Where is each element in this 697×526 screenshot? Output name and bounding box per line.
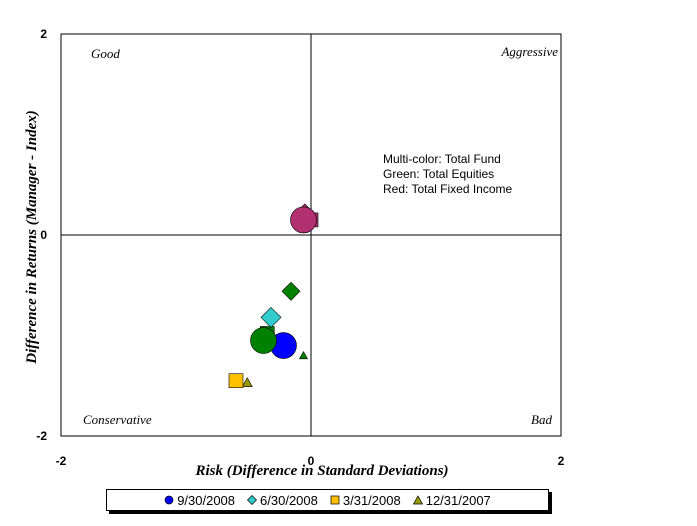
data-point-diamond-total-equities: [281, 281, 301, 301]
data-point-circle-total-fixed-income: [290, 206, 317, 234]
legend-item-square: 3/31/2008: [330, 493, 401, 508]
annotation-line-total-equities: Green: Total Equities: [383, 167, 494, 181]
data-point-triangle-total-fund: [241, 377, 253, 388]
data-point-square-total-fund: [228, 373, 244, 389]
legend-item-triangle: 12/31/2007: [412, 492, 491, 508]
legend-label: 6/30/2008: [260, 492, 318, 508]
square-marker-icon: [330, 495, 340, 505]
y-tick-top: 2: [40, 27, 47, 41]
quadrant-label-aggressive: Aggressive: [500, 44, 558, 59]
legend-label: 9/30/2008: [177, 492, 236, 508]
y-tick-bottom: -2: [36, 429, 47, 443]
x-tick-left: -2: [56, 454, 67, 468]
legend-label: 3/31/2008: [342, 492, 401, 508]
legend-item-circle: 9/30/2008: [164, 493, 235, 508]
x-tick-right: 2: [558, 454, 565, 468]
data-point-triangle-total-equities: [298, 350, 309, 360]
y-axis-label: Difference in Returns (Manager - Index): [24, 110, 40, 364]
triangle-marker-icon: [412, 495, 423, 505]
legend-label: 12/31/2007: [425, 492, 491, 508]
legend-item-diamond: 6/30/2008: [247, 493, 318, 508]
data-point-circle-total-equities: [250, 327, 277, 354]
circle-marker-icon: [164, 495, 174, 505]
legend: 9/30/2008 6/30/2008 3/31/2008 12/31/2007: [106, 489, 549, 511]
data-points: [228, 203, 319, 389]
data-point-diamond-total-fund: [260, 306, 282, 328]
diamond-marker-icon: [247, 495, 258, 505]
x-tick-mid: 0: [308, 454, 315, 468]
quadrant-label-conservative: Conservative: [83, 412, 152, 427]
quadrant-label-bad: Bad: [531, 412, 552, 427]
x-axis-label: Risk (Difference in Standard Deviations): [194, 463, 448, 479]
annotation-line-total-fixed-income: Red: Total Fixed Income: [383, 182, 513, 196]
quadrant-label-good: Good: [91, 46, 120, 61]
annotation-line-total-fund: Multi-color: Total Fund: [383, 152, 501, 166]
y-tick-mid: 0: [40, 228, 47, 242]
